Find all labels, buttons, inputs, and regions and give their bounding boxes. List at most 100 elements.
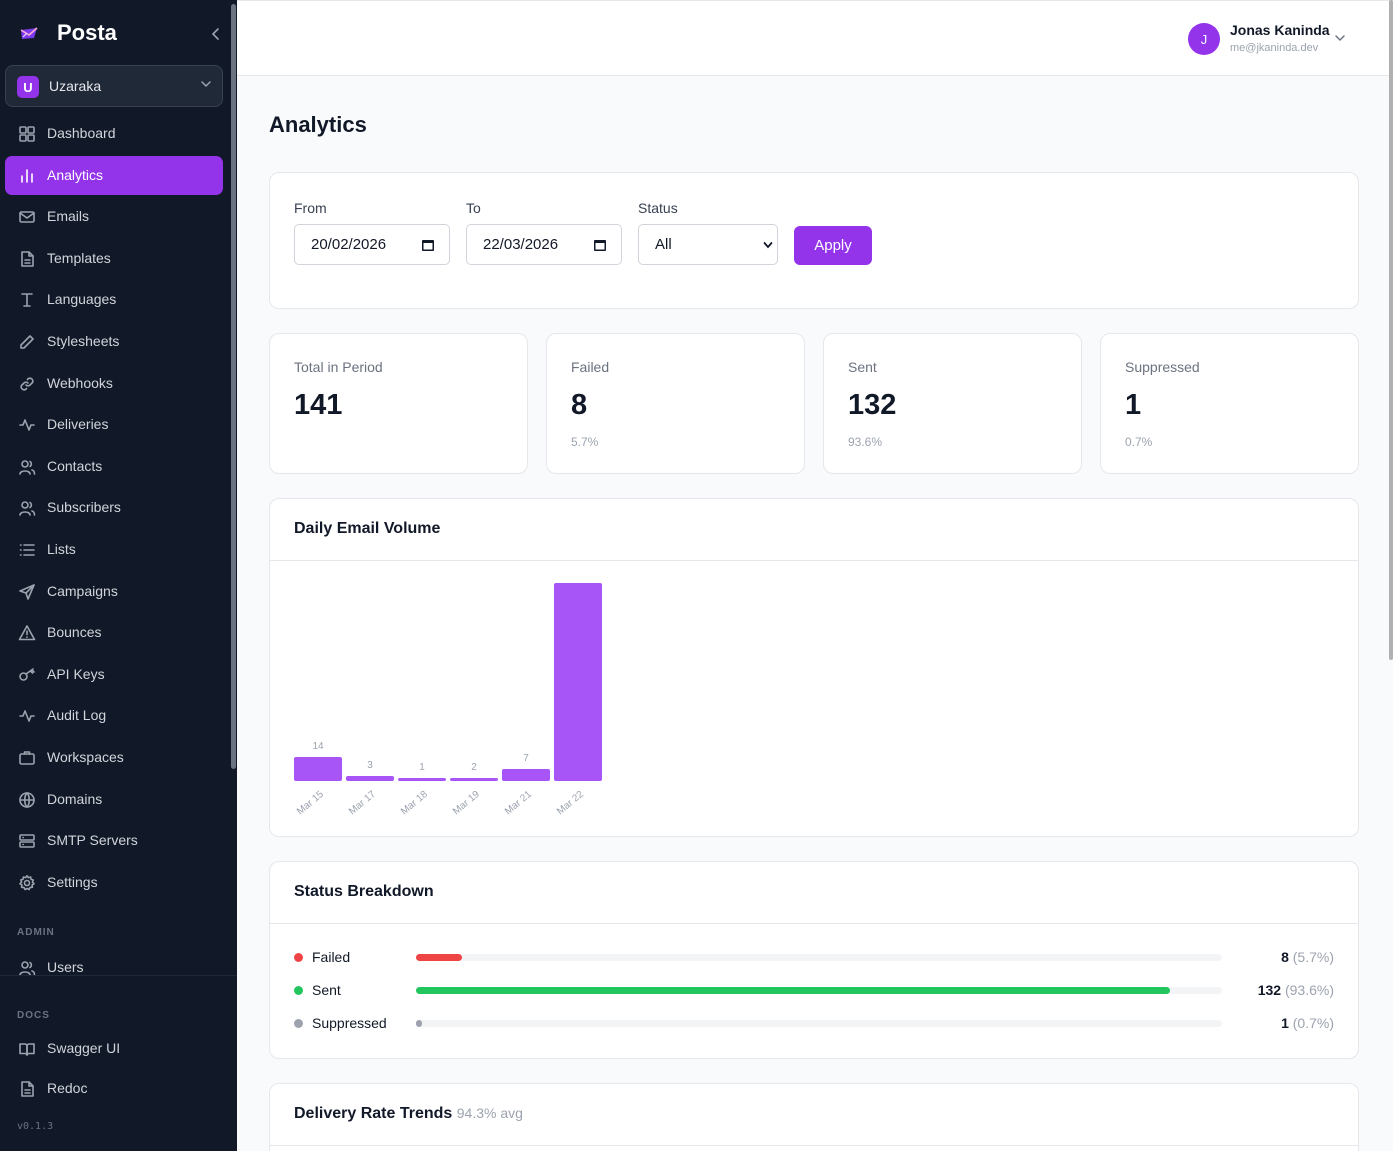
status-count: 1 <box>1281 1015 1289 1031</box>
sidebar-scrollbar[interactable] <box>231 4 236 769</box>
chevron-down-icon <box>763 242 773 249</box>
stat-card-suppressed: Suppressed 1 0.7% <box>1100 333 1359 474</box>
user-name[interactable]: Jonas Kaninda <box>1230 22 1330 38</box>
mail-icon <box>19 211 35 223</box>
chart-bar[interactable] <box>294 757 342 781</box>
apply-button[interactable]: Apply <box>794 226 872 265</box>
sidebar-item-webhooks[interactable]: Webhooks <box>5 364 223 403</box>
sidebar-item-label: Workspaces <box>47 749 124 765</box>
sidebar-item-domains[interactable]: Domains <box>5 780 223 819</box>
sidebar-item-label: Stylesheets <box>47 333 120 349</box>
sidebar: Posta U Uzaraka Dashboard Analytics Emails… <box>0 0 237 1151</box>
stat-label: Suppressed <box>1125 359 1200 375</box>
brand: Posta <box>0 14 230 54</box>
workspace-name: Uzaraka <box>49 78 102 94</box>
status-progress-track <box>416 954 1222 961</box>
calendar-icon[interactable] <box>421 238 435 252</box>
stat-value: 8 <box>571 389 588 421</box>
app-version: v0.1.3 <box>17 1121 54 1132</box>
stat-value: 132 <box>848 389 897 421</box>
sidebar-item-deliveries[interactable]: Deliveries <box>5 405 223 444</box>
status-progress-fill <box>416 987 1170 994</box>
status-select[interactable]: All <box>638 224 778 265</box>
card-header: Daily Email Volume <box>270 499 1358 561</box>
chart-bar[interactable] <box>346 776 394 781</box>
sidebar-item-label: API Keys <box>47 665 105 682</box>
sidebar-item-label: Bounces <box>47 624 102 641</box>
docs-section-label: DOCS <box>17 1010 50 1021</box>
from-label: From <box>294 200 327 216</box>
from-date-input[interactable]: 20/02/2026 <box>294 224 450 265</box>
users-icon <box>19 961 36 975</box>
to-date-input[interactable]: 22/03/2026 <box>466 224 622 265</box>
user-email: me@jkaninda.dev <box>1230 42 1319 54</box>
sidebar-item-label: Lists <box>47 541 76 557</box>
sidebar-item-campaigns[interactable]: Campaigns <box>5 572 223 611</box>
sidebar-item-swagger-ui[interactable]: Swagger UI <box>5 1029 223 1068</box>
status-progress-track <box>416 1020 1222 1027</box>
sidebar-item-analytics[interactable]: Analytics <box>5 155 223 195</box>
delivery-trends-card: Delivery Rate Trends 94.3% avg <box>269 1083 1359 1151</box>
grid-icon <box>19 126 35 142</box>
sidebar-item-label: Audit Log <box>47 707 107 724</box>
delivery-trends-avg: 94.3% avg <box>456 1105 523 1121</box>
filters-card: From 20/02/2026 To 22/03/2026 Status All… <box>269 172 1359 309</box>
chart-bar[interactable] <box>502 769 550 781</box>
sidebar-item-templates[interactable]: Templates <box>5 239 223 278</box>
stat-label: Sent <box>848 359 877 375</box>
chart-bar[interactable] <box>554 583 602 781</box>
sidebar-item-emails[interactable]: Emails <box>5 197 223 236</box>
chart-data-label: 7 <box>523 753 529 764</box>
calendar-icon[interactable] <box>593 238 607 252</box>
link-icon <box>20 377 34 391</box>
status-progress-fill <box>416 1020 422 1027</box>
sidebar-item-redoc[interactable]: Redoc <box>5 1069 223 1108</box>
collapse-sidebar-icon[interactable] <box>209 26 223 42</box>
activity-icon <box>19 419 35 431</box>
delivery-trends-label: Delivery Rate Trends <box>294 1105 453 1122</box>
briefcase-icon <box>19 751 35 765</box>
sidebar-item-settings[interactable]: Settings <box>5 863 223 902</box>
status-count: 132 <box>1257 982 1282 998</box>
sidebar-item-users[interactable]: Users <box>5 948 223 975</box>
workspace-switcher[interactable]: U Uzaraka <box>5 65 223 107</box>
sidebar-item-smtp-servers[interactable]: SMTP Servers <box>5 821 223 860</box>
sidebar-divider <box>0 975 237 976</box>
chart-x-tick-label: Mar 22 <box>555 789 586 818</box>
status-breakdown-card: Status Breakdown Failed 8 (5.7%) Sent 132 (… <box>269 861 1359 1059</box>
sidebar-item-lists[interactable]: Lists <box>5 530 223 569</box>
stat-value: 1 <box>1125 389 1142 421</box>
user-avatar[interactable]: J <box>1188 23 1220 55</box>
sidebar-item-api-keys[interactable]: API Keys <box>5 655 223 694</box>
stat-label: Total in Period <box>294 359 383 375</box>
sidebar-item-workspaces[interactable]: Workspaces <box>5 738 223 777</box>
status-label: Status <box>638 200 678 216</box>
list-icon <box>19 544 35 556</box>
to-label: To <box>466 200 481 216</box>
status-row-suppressed: Suppressed 1 (0.7%) <box>294 1014 1334 1034</box>
sidebar-item-languages[interactable]: Languages <box>5 280 223 319</box>
chart-bar[interactable] <box>450 778 498 781</box>
sidebar-item-audit-log[interactable]: Audit Log <box>5 696 223 735</box>
delivery-trends-title: Delivery Rate Trends 94.3% avg <box>294 1105 523 1123</box>
chart-bar[interactable] <box>398 778 446 781</box>
status-dot <box>294 1019 303 1028</box>
sidebar-item-subscribers[interactable]: Subscribers <box>5 488 223 527</box>
daily-volume-card: Daily Email Volume 14 Mar 15 3 Mar 17 1 Mar 1… <box>269 498 1359 837</box>
sidebar-item-label: Redoc <box>47 1080 88 1096</box>
sidebar-item-label: Languages <box>47 291 117 308</box>
status-row-failed: Failed 8 (5.7%) <box>294 948 1334 968</box>
page-scrollbar[interactable] <box>1389 0 1393 660</box>
sidebar-item-contacts[interactable]: Contacts <box>5 447 223 486</box>
daily-volume-title: Daily Email Volume <box>294 520 441 537</box>
sidebar-item-dashboard[interactable]: Dashboard <box>5 114 223 153</box>
gear-icon <box>19 874 35 891</box>
sidebar-item-stylesheets[interactable]: Stylesheets <box>5 322 223 361</box>
status-name: Failed <box>312 949 351 965</box>
status-pct: (0.7%) <box>1292 1015 1334 1031</box>
posta-logo-icon <box>20 27 38 39</box>
sidebar-item-bounces[interactable]: Bounces <box>5 613 223 652</box>
status-name: Suppressed <box>312 1015 387 1031</box>
status-pct: (5.7%) <box>1292 949 1334 965</box>
user-menu-chevron-icon[interactable] <box>1334 32 1346 44</box>
